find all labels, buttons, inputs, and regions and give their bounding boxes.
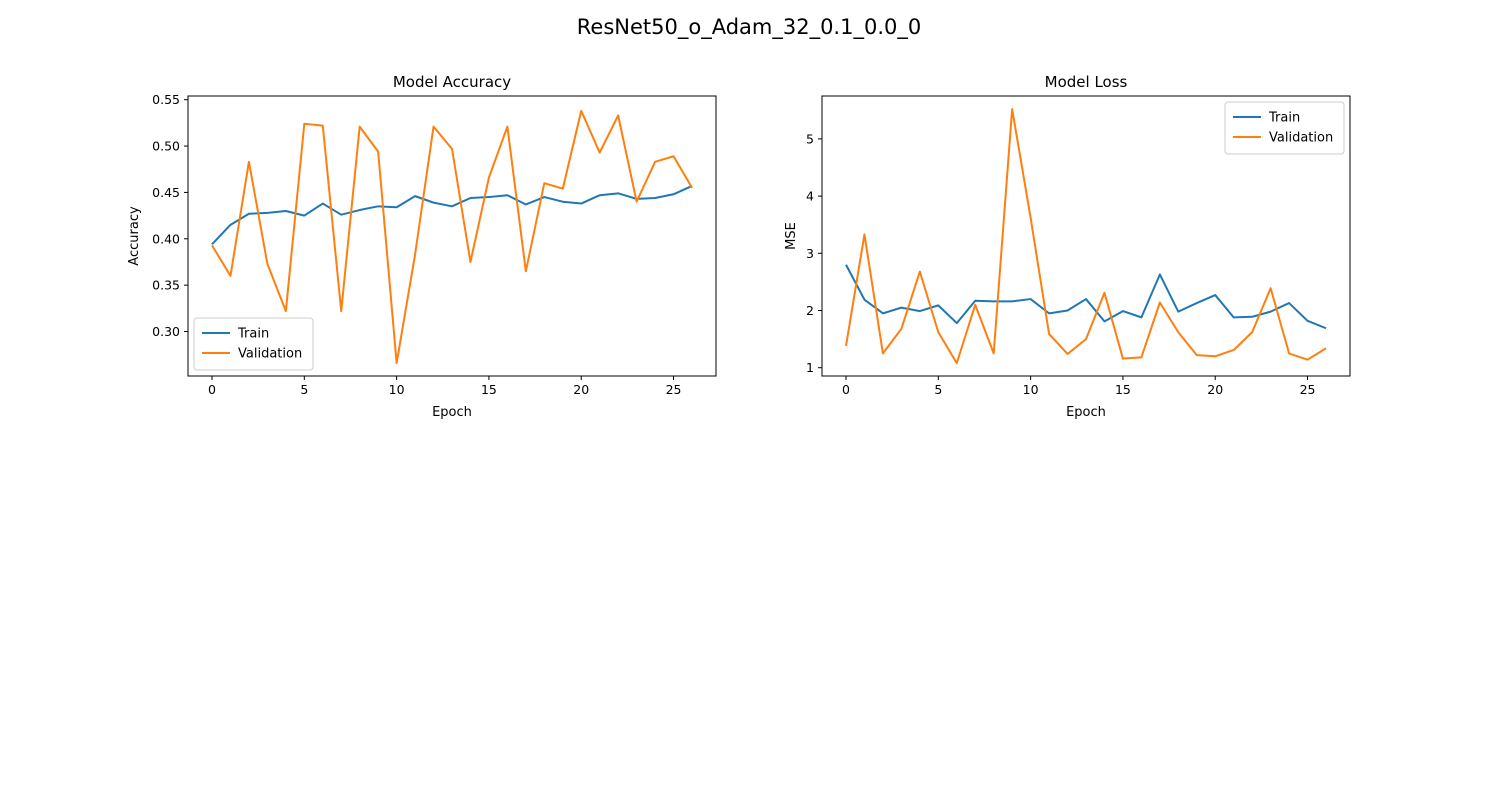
x-tick-label: 10 bbox=[389, 382, 405, 397]
x-tick-label: 5 bbox=[300, 382, 308, 397]
y-tick-label: 0.55 bbox=[152, 92, 180, 107]
y-tick-label: 0.45 bbox=[152, 185, 180, 200]
legend-label-train: Train bbox=[237, 327, 269, 342]
series-line-train bbox=[211, 185, 693, 246]
y-axis-label: Accuracy bbox=[127, 206, 142, 266]
accuracy-chart: Model Accuracy 0 5 10 15 20 25 0.30 0.35 0.40 0.45… bbox=[127, 73, 717, 420]
y-tick-label: 1 bbox=[806, 360, 814, 375]
x-tick-label: 10 bbox=[1023, 382, 1039, 397]
loss-chart: Model Loss 0 5 10 15 20 25 1 2 3 4 5 Epoch MSE Train Va… bbox=[784, 73, 1351, 420]
x-tick-label: 25 bbox=[1300, 382, 1316, 397]
y-tick-label: 0.40 bbox=[152, 231, 180, 246]
legend-label-validation: Validation bbox=[1269, 131, 1333, 146]
x-tick-label: 5 bbox=[934, 382, 942, 397]
chart-title: Model Accuracy bbox=[393, 73, 511, 91]
y-axis-label: MSE bbox=[784, 222, 799, 250]
series-line-validation bbox=[211, 109, 693, 365]
y-tick-label: 0.50 bbox=[152, 139, 180, 154]
y-tick-label: 3 bbox=[806, 246, 814, 261]
y-tick-label: 4 bbox=[806, 189, 814, 204]
plot-lines bbox=[211, 109, 693, 365]
plot-frame bbox=[821, 95, 1351, 377]
chart-title: Model Loss bbox=[1045, 73, 1128, 91]
series-line-validation bbox=[845, 108, 1327, 365]
x-tick-label: 0 bbox=[208, 382, 216, 397]
x-tick-label: 15 bbox=[1115, 382, 1131, 397]
x-tick-label: 15 bbox=[481, 382, 497, 397]
x-tick-label: 0 bbox=[842, 382, 850, 397]
legend-label-validation: Validation bbox=[238, 347, 302, 362]
y-tick-label: 0.35 bbox=[152, 278, 180, 293]
y-tick-label: 2 bbox=[806, 303, 814, 318]
legend-label-train: Train bbox=[1268, 111, 1300, 126]
x-tick-label: 25 bbox=[666, 382, 682, 397]
x-tick-label: 20 bbox=[1207, 382, 1223, 397]
x-axis-label: Epoch bbox=[432, 405, 472, 420]
legend: Train Validation bbox=[193, 317, 314, 371]
series-line-train bbox=[845, 264, 1327, 330]
legend: Train Validation bbox=[1224, 101, 1345, 155]
legend-box bbox=[1224, 101, 1345, 155]
figure-title: ResNet50_o_Adam_32_0.1_0.0_0 bbox=[577, 15, 921, 40]
legend-box bbox=[193, 317, 314, 371]
plot-lines bbox=[845, 108, 1327, 365]
plot-frame bbox=[187, 95, 717, 377]
y-tick-label: 5 bbox=[806, 131, 814, 146]
x-axis-label: Epoch bbox=[1066, 405, 1106, 420]
y-tick-label: 0.30 bbox=[152, 324, 180, 339]
x-tick-label: 20 bbox=[573, 382, 589, 397]
